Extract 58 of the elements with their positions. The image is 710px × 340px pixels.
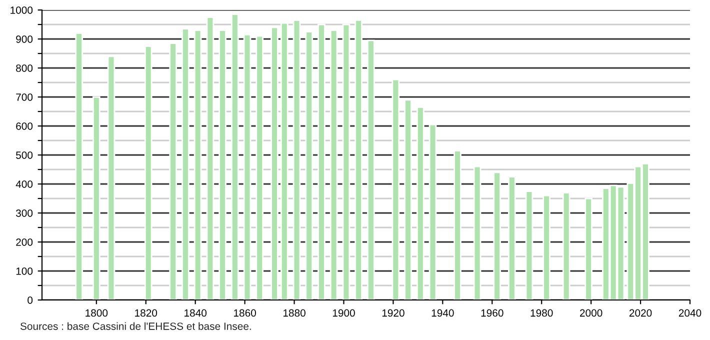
bar: [367, 40, 375, 300]
y-tick-label: 600: [16, 122, 33, 130]
x-tick-label: 1820: [135, 309, 158, 317]
bar: [243, 34, 252, 300]
bar: [584, 198, 593, 300]
bar: [330, 30, 338, 300]
bar: [354, 19, 362, 300]
bar: [280, 22, 288, 300]
x-tick-label: 2000: [580, 309, 602, 317]
y-tick-label: 400: [16, 180, 33, 188]
x-tick-label: 2020: [629, 309, 652, 317]
bar: [169, 42, 177, 300]
x-tick-label: 1840: [184, 309, 207, 317]
x-tick-label: 1940: [432, 309, 454, 317]
y-tick-label: 200: [16, 238, 33, 246]
y-tick-label: 800: [16, 64, 33, 72]
bar: [493, 172, 501, 300]
x-tick-label: 1800: [86, 309, 108, 317]
bar: [194, 30, 202, 300]
y-tick-label: 300: [16, 210, 33, 217]
y-tick-label: 100: [16, 268, 33, 275]
x-tick-label: 1980: [530, 309, 553, 317]
x-tick-label: 1880: [283, 309, 306, 317]
x-tick-label: 1920: [382, 309, 404, 317]
bar: [92, 96, 100, 300]
bar: [182, 28, 190, 300]
y-tick-label: 500: [16, 152, 33, 159]
bar: [270, 26, 278, 300]
bar: [305, 31, 314, 300]
bar: [525, 190, 534, 300]
x-tick-label: 1900: [332, 309, 355, 317]
bar: [342, 24, 350, 300]
bar: [231, 14, 239, 300]
y-tick-label: 1000: [10, 6, 33, 14]
source-note: Sources : base Cassini de l'EHESS et base Insee.: [20, 322, 251, 330]
bar: [206, 16, 214, 300]
bar: [562, 192, 570, 300]
bar: [473, 166, 482, 300]
y-tick-label: 700: [16, 94, 33, 101]
bar: [428, 124, 437, 300]
y-tick-label: 900: [16, 36, 33, 43]
bar: [144, 46, 152, 300]
bar: [75, 32, 84, 300]
bar: [508, 176, 516, 300]
bar: [107, 56, 116, 300]
bar: [218, 30, 226, 300]
x-tick-label: 1960: [481, 309, 504, 317]
bar: [416, 106, 424, 300]
bar: [454, 150, 462, 300]
y-tick-label: 0: [28, 296, 33, 304]
bar: [292, 19, 301, 300]
bar: [392, 78, 400, 300]
x-tick-label: 1860: [234, 309, 256, 317]
bar: [404, 99, 412, 300]
bar: [542, 194, 550, 300]
bar: [318, 24, 326, 300]
x-tick-label: 2040: [678, 309, 702, 317]
bar: [256, 35, 264, 300]
